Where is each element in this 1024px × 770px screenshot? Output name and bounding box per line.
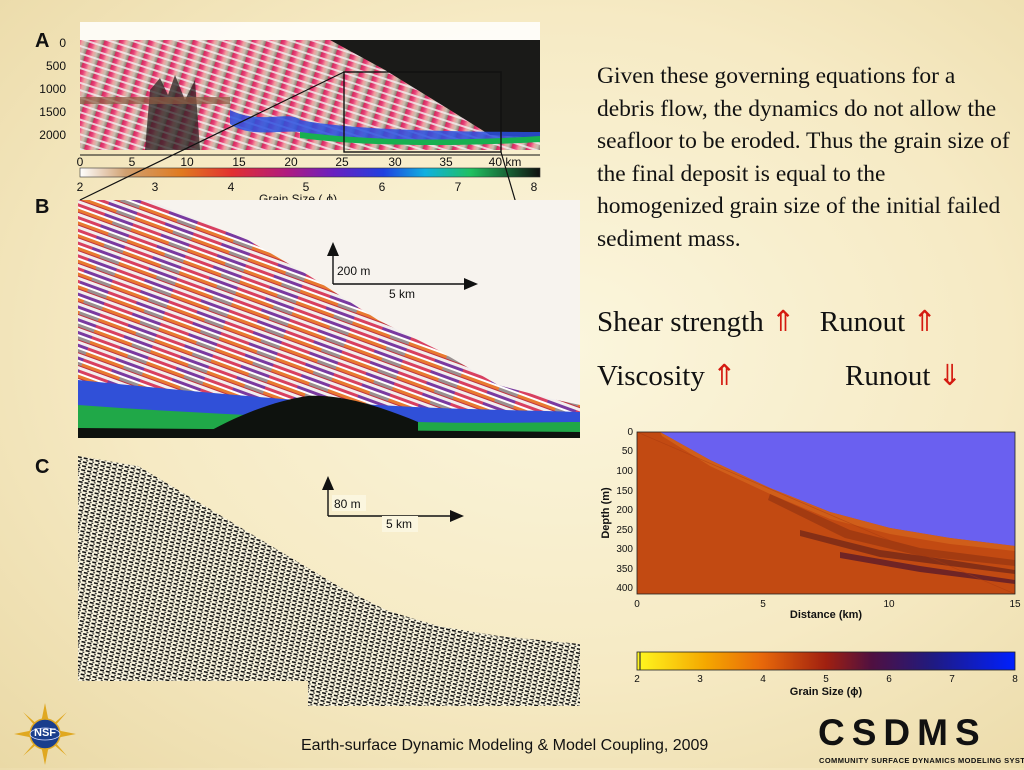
model-depth-tick: 250 <box>616 525 633 536</box>
runout-label: Runout <box>845 360 931 392</box>
shear-strength-label: Shear strength <box>597 306 764 338</box>
nsf-logo: NSF <box>14 703 76 765</box>
model-distance-axis-label: Distance (km) <box>790 609 862 621</box>
panel-a-distance-tick: 15 <box>232 155 246 169</box>
panel-a-letter: A <box>35 30 50 52</box>
panel-a-depth-tick: 0 <box>59 36 66 50</box>
model-depth-tick: 400 <box>616 583 633 594</box>
model-depth-tick: 0 <box>627 427 633 438</box>
panel-a-distance-tick: 10 <box>180 155 194 169</box>
model-colorbar-label: Grain Size (ϕ) <box>790 686 863 698</box>
panel-a-seismic-profile: 0 500 1000 1500 2000 0 5 10 15 20 25 30 … <box>39 22 541 205</box>
panel-a-distance-tick: 30 <box>388 155 402 169</box>
model-distance-tick: 10 <box>883 599 895 610</box>
description-paragraph: Given these governing equations for a de… <box>597 63 1010 252</box>
model-distance-tick: 0 <box>634 599 640 610</box>
panel-a-distance-tick: 40 km <box>489 155 522 169</box>
panel-c-letter: C <box>35 456 50 478</box>
model-colorbar-tick: 7 <box>949 674 955 685</box>
csdms-logo-subtitle: COMMUNITY SURFACE DYNAMICS MODELING SYST… <box>819 756 1024 765</box>
model-colorbar-tick: 8 <box>1012 674 1018 685</box>
model-grain-colorbar <box>636 651 1016 671</box>
viscosity-runout: Runout ⇓ <box>845 358 962 393</box>
csdms-logo-letters: CSDMS <box>818 712 987 753</box>
panel-c-horizontal-scale: 5 km <box>386 517 412 531</box>
panel-b-seismic-profile: 200 m 5 km <box>78 200 580 438</box>
panel-a-grain-tick: 5 <box>303 180 310 194</box>
panel-c-seismic-profile: 80 m 5 km <box>78 456 580 706</box>
panel-a-distance-tick: 35 <box>439 155 453 169</box>
panel-b-letter: B <box>35 196 50 218</box>
panel-a-depth-tick: 2000 <box>39 128 66 142</box>
panel-a-distance-tick: 20 <box>284 155 298 169</box>
csdms-logo: CSDMS COMMUNITY SURFACE DYNAMICS MODELIN… <box>818 712 1024 768</box>
model-colorbar-tick: 6 <box>886 674 892 685</box>
viscosity-label: Viscosity <box>597 360 705 392</box>
model-depth-tick: 50 <box>622 446 634 457</box>
panel-a-grain-tick: 2 <box>77 180 84 194</box>
panel-b-horizontal-scale: 5 km <box>389 287 415 301</box>
panel-a-distance-tick: 0 <box>77 155 84 169</box>
up-arrow-icon: ⇑ <box>770 306 796 338</box>
model-depth-tick: 350 <box>616 564 633 575</box>
panel-b-vertical-scale: 200 m <box>337 264 370 278</box>
panel-a-grain-tick: 4 <box>228 180 235 194</box>
model-colorbar-tick: 2 <box>634 674 640 685</box>
model-colorbar-tick: 5 <box>823 674 829 685</box>
down-arrow-icon: ⇓ <box>937 360 962 392</box>
panel-a-grain-tick: 3 <box>152 180 159 194</box>
shear-strength-relation: Shear strength ⇑ Runout ⇑ <box>597 304 937 339</box>
model-depth-axis-label: Depth (m) <box>600 487 612 539</box>
panel-a-depth-tick: 1000 <box>39 82 66 96</box>
viscosity-relation: Viscosity ⇑ <box>597 358 736 393</box>
up-arrow-icon: ⇑ <box>912 306 937 338</box>
up-arrow-icon: ⇑ <box>712 360 737 392</box>
panel-a-grain-tick: 6 <box>379 180 386 194</box>
model-grain-size-plot: 0 50 100 150 200 250 300 350 400 Depth (… <box>600 427 1021 698</box>
model-distance-tick: 5 <box>760 599 766 610</box>
model-depth-tick: 200 <box>616 505 633 516</box>
panel-a-depth-tick: 500 <box>46 59 66 73</box>
panel-a-depth-tick: 1500 <box>39 105 66 119</box>
model-depth-tick: 300 <box>616 544 633 555</box>
panel-c-vertical-scale: 80 m <box>334 497 361 511</box>
model-colorbar-tick: 3 <box>697 674 703 685</box>
panel-a-distance-tick: 5 <box>129 155 136 169</box>
runout-label: Runout <box>819 306 906 338</box>
model-distance-tick: 15 <box>1009 599 1021 610</box>
footer-caption: Earth-surface Dynamic Modeling & Model C… <box>301 737 709 754</box>
panel-a-distance-tick: 25 <box>335 155 349 169</box>
model-colorbar-tick: 4 <box>760 674 766 685</box>
model-depth-tick: 100 <box>616 466 633 477</box>
model-depth-tick: 150 <box>616 486 633 497</box>
panel-a-grain-colorbar <box>79 167 541 178</box>
panel-a-grain-tick: 7 <box>455 180 462 194</box>
panel-a-grain-tick: 8 <box>531 180 538 194</box>
nsf-logo-text: NSF <box>34 727 56 739</box>
